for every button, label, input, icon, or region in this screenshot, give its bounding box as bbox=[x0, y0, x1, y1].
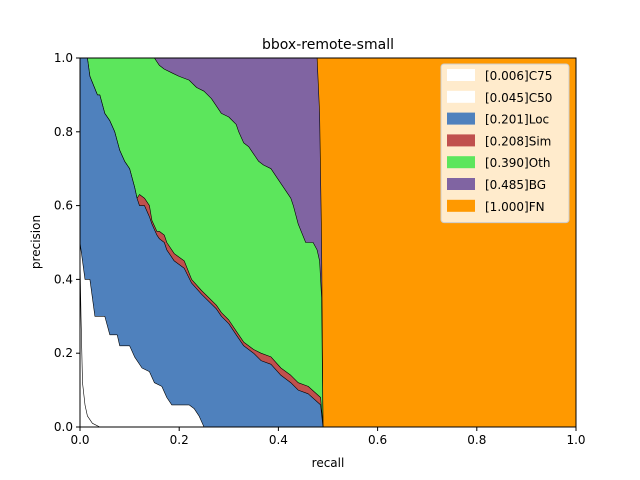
legend-swatch-c50 bbox=[447, 90, 475, 103]
y-tick-label: 0.6 bbox=[54, 199, 73, 213]
legend-swatch-oth bbox=[447, 156, 475, 169]
plot-frame bbox=[79, 57, 577, 428]
legend-label-fn: [1.000]FN bbox=[485, 200, 545, 214]
y-tick-label: 0.2 bbox=[54, 346, 73, 360]
legend-label-bg: [0.485]BG bbox=[485, 178, 546, 192]
legend-swatch-sim bbox=[447, 134, 475, 147]
y-tick-label: 1.0 bbox=[54, 51, 73, 65]
area-c50 bbox=[79, 242, 205, 428]
chart-title: bbox-remote-small bbox=[262, 37, 394, 53]
x-tick-label: 1.0 bbox=[566, 433, 585, 447]
legend-label-loc: [0.201]Loc bbox=[485, 113, 549, 127]
legend-swatch-loc bbox=[447, 112, 475, 125]
y-tick-label: 0.8 bbox=[54, 125, 73, 139]
legend-swatch-bg bbox=[447, 178, 475, 190]
legend: [0.006]C75 [0.045]C50 [0.201]Loc [0.208]Sim… bbox=[440, 63, 570, 224]
x-tick-label: 0.0 bbox=[70, 433, 89, 447]
area-layers bbox=[79, 57, 577, 428]
legend-label-c50: [0.045]C50 bbox=[485, 91, 552, 105]
legend-label-c75: [0.006]C75 bbox=[485, 69, 552, 83]
x-tick-label: 0.2 bbox=[170, 433, 189, 447]
x-tick-label: 0.6 bbox=[368, 433, 387, 447]
y-tick-label: 0.0 bbox=[54, 420, 73, 434]
area-loc bbox=[79, 57, 324, 428]
x-tick-label: 0.8 bbox=[467, 433, 486, 447]
y-tick-label: 0.4 bbox=[54, 272, 73, 286]
legend-label-oth: [0.390]Oth bbox=[485, 156, 550, 170]
y-axis-ticks: 0.0 0.2 0.4 0.6 0.8 1.0 bbox=[54, 51, 80, 434]
y-axis-label: precision bbox=[29, 215, 43, 269]
x-axis-label: recall bbox=[312, 456, 345, 470]
legend-swatch-fn bbox=[447, 199, 475, 212]
x-axis-ticks: 0.0 0.2 0.4 0.6 0.8 1.0 bbox=[70, 427, 586, 447]
x-tick-label: 0.4 bbox=[269, 433, 288, 447]
legend-swatch-c75 bbox=[447, 69, 475, 81]
legend-label-sim: [0.208]Sim bbox=[485, 134, 551, 148]
